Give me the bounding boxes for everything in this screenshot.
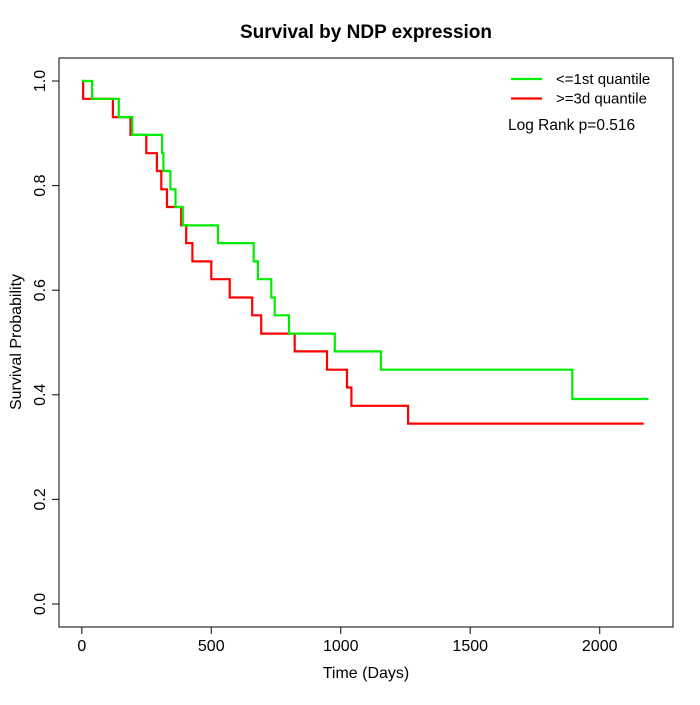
survival-curves xyxy=(81,79,649,425)
x-tick-label: 0 xyxy=(77,638,86,655)
y-tick-label: 0.8 xyxy=(32,174,49,196)
chart-title: Survival by NDP expression xyxy=(240,22,492,43)
y-axis-label: Survival Probability xyxy=(8,274,25,410)
survival-curve-green xyxy=(81,79,649,401)
axis-ticks: 0 500 1000 1500 2000 0.0 0.2 0.4 0.6 0.8 1.0 xyxy=(32,70,618,655)
x-axis-label: Time (Days) xyxy=(323,665,410,682)
y-tick-label: 0.4 xyxy=(32,384,49,406)
legend-label-quantile3: >=3d quantile xyxy=(556,91,647,108)
legend: <=1st quantile >=3d quantile Log Rank p=… xyxy=(508,71,650,134)
y-tick-label: 0.0 xyxy=(32,593,49,615)
y-tick-label: 0.6 xyxy=(32,279,49,301)
x-tick-label: 1000 xyxy=(323,638,359,655)
y-tick-label: 1.0 xyxy=(32,70,49,92)
x-tick-label: 500 xyxy=(198,638,225,655)
x-tick-label: 2000 xyxy=(582,638,618,655)
legend-label-quantile1: <=1st quantile xyxy=(556,71,650,88)
log-rank-pvalue: Log Rank p=0.516 xyxy=(508,117,635,134)
plot-border xyxy=(58,57,674,628)
y-tick-label: 0.2 xyxy=(32,488,49,510)
x-tick-label: 1500 xyxy=(452,638,488,655)
